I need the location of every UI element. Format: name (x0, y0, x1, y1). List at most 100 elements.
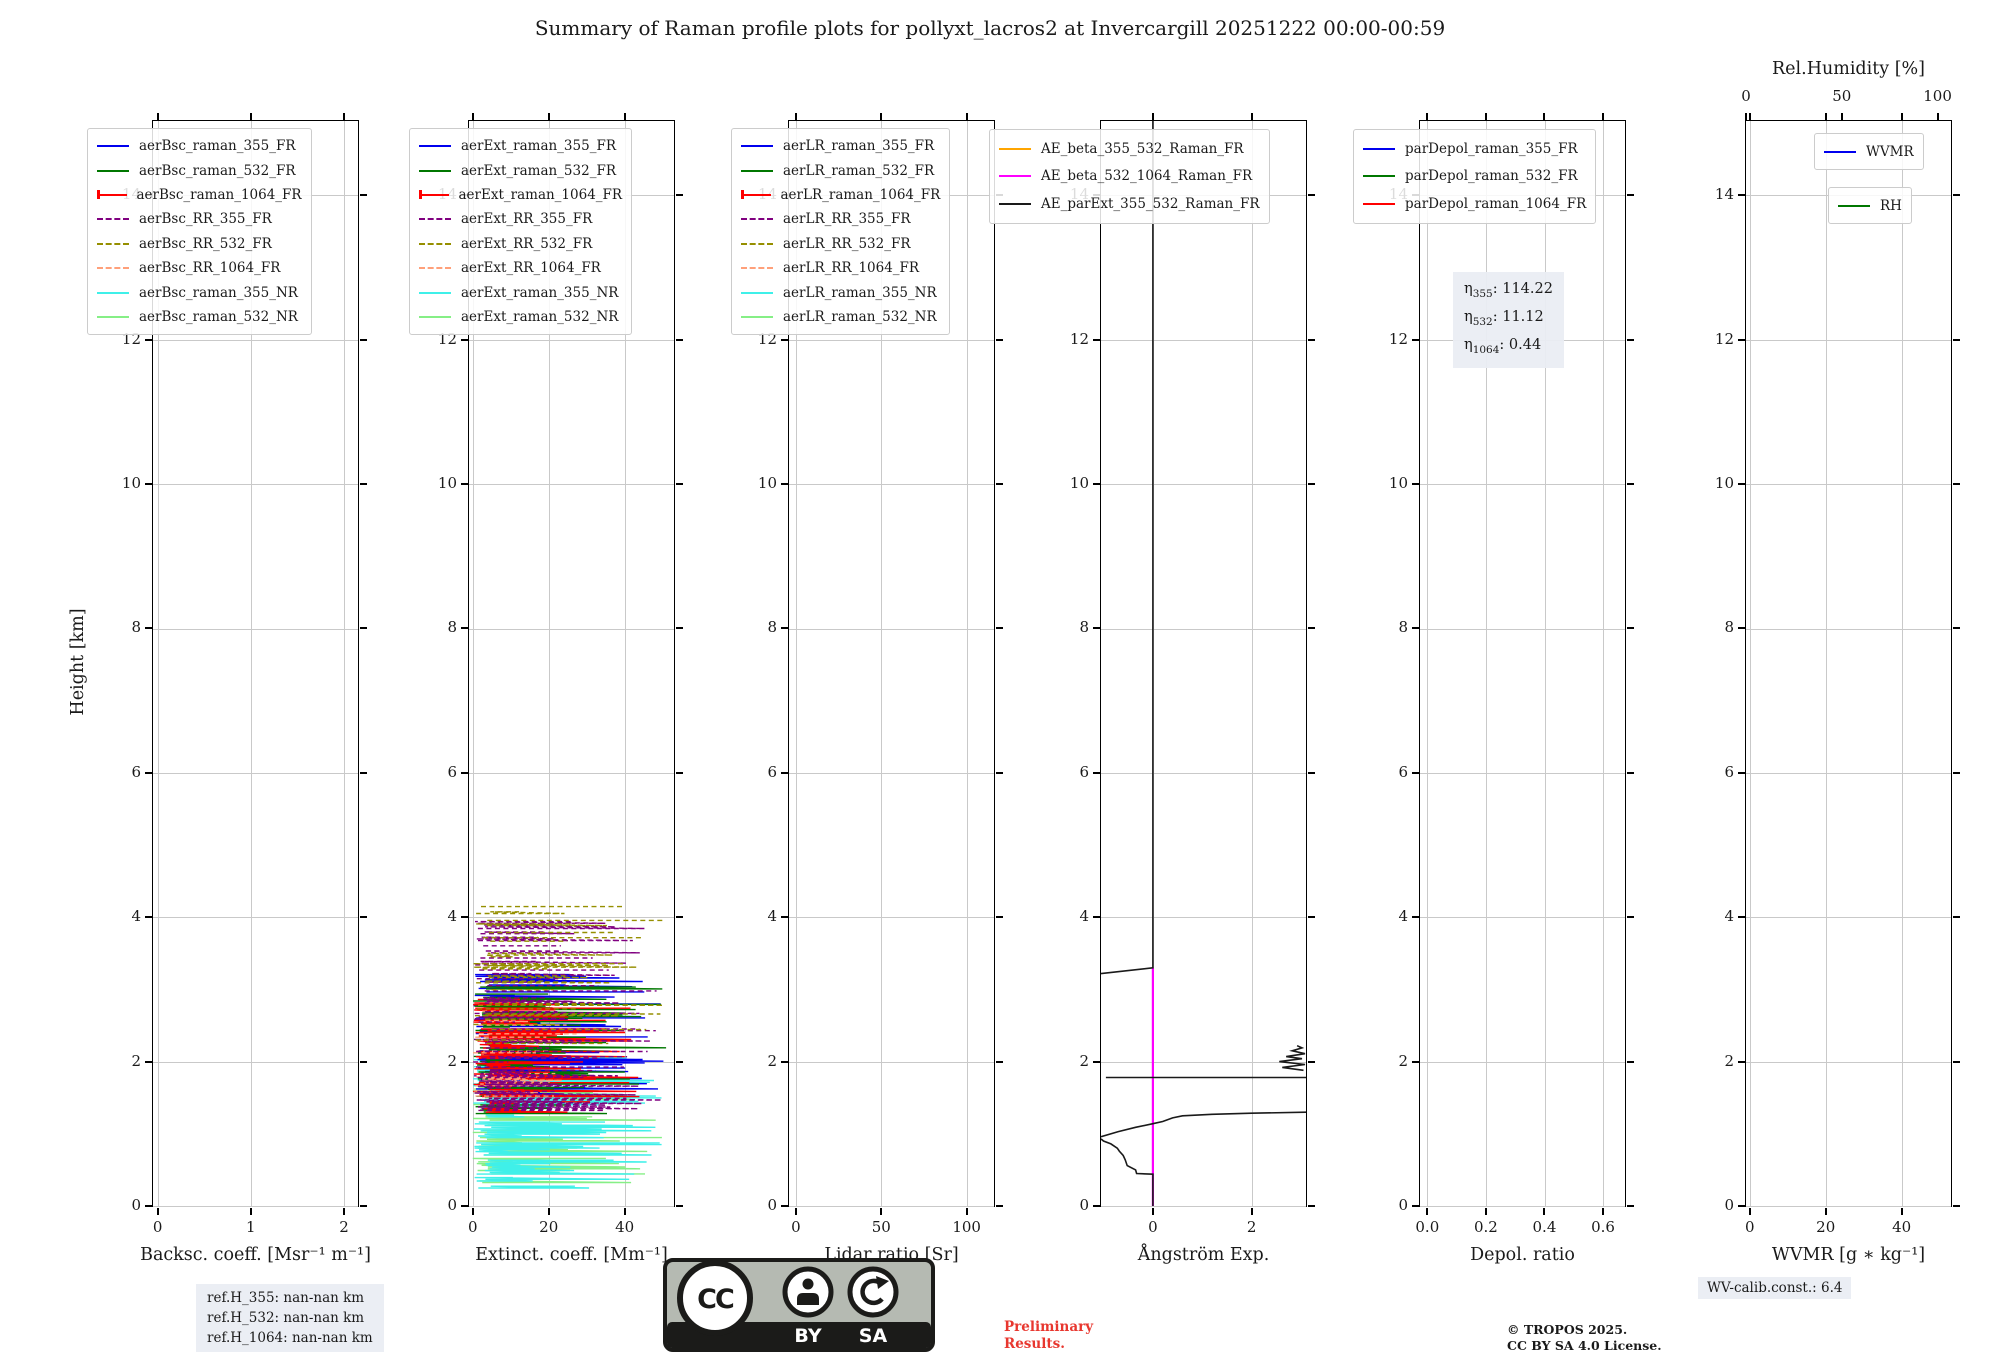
y-tick-label: 4 (767, 907, 777, 926)
gridline-horizontal (1101, 772, 1306, 774)
x-tick-mark (1151, 1207, 1154, 1215)
y-tick-label: 4 (131, 907, 141, 926)
gridline-vertical (1603, 121, 1604, 1206)
y-tick-label: 0 (447, 1196, 457, 1214)
gridline-horizontal (1746, 772, 1951, 774)
x-tick-mark (1250, 112, 1253, 120)
y-tick-mark (1952, 771, 1960, 774)
legend-line-sample-icon (1363, 147, 1395, 150)
gridline-horizontal (1420, 1206, 1625, 1207)
legend-line-sample-icon (741, 193, 771, 196)
legend-lidar_ratio: aerLR_raman_355_FR aerLR_raman_532_FR aerL… (731, 128, 951, 336)
gridline-horizontal (1746, 917, 1951, 919)
gridline-horizontal (1101, 628, 1306, 630)
x-tick-mark (249, 1207, 252, 1215)
gridline-horizontal (1746, 1061, 1951, 1063)
legend-line-sample-icon (419, 291, 451, 294)
panel-backscatter: 02468101214012Backsc. coeff. [Msr⁻¹ m⁻¹]… (87, 112, 371, 1265)
legend-line-sample-icon (97, 291, 129, 294)
x-tick-mark (343, 1207, 346, 1215)
y-tick-mark (1307, 338, 1315, 341)
gridline-vertical (344, 121, 345, 1206)
gridline-vertical (1251, 121, 1253, 1206)
legend-entry: aerLR_raman_355_NR (741, 280, 940, 304)
x-tick-label: 0.2 (1473, 1218, 1498, 1236)
y-tick-mark (1626, 483, 1634, 486)
y-tick-mark (359, 483, 367, 486)
y-tick-mark (460, 1060, 468, 1063)
gridline-vertical (548, 121, 550, 1206)
credit-line-1: © TROPOS 2025. (1507, 1322, 1628, 1337)
legend-wvmr: WVMR (1814, 133, 1924, 170)
x-tick-label: 0.4 (1532, 1218, 1557, 1236)
legend-entry: AE_beta_532_1064_Raman_FR (999, 163, 1260, 191)
legend-extinction: aerExt_raman_355_FR aerExt_raman_532_FR ae… (409, 128, 633, 336)
y-tick-label: 4 (447, 907, 457, 926)
x-tick-mark (880, 1207, 883, 1215)
x-tick-label: 20 (1816, 1218, 1836, 1236)
top-tick-label: 100 (1923, 87, 1952, 105)
y-tick-label: 8 (1079, 618, 1089, 637)
legend-entry: aerLR_raman_355_FR (741, 134, 940, 158)
legend-entry: aerExt_raman_532_NR (419, 305, 622, 329)
y-tick-mark (675, 771, 683, 774)
y-tick-mark (1626, 1205, 1634, 1207)
y-tick-label: 10 (1714, 474, 1734, 493)
legend-entry: AE_beta_355_532_Raman_FR (999, 135, 1260, 163)
y-tick-label: 12 (1714, 329, 1734, 348)
legend-entry: aerBsc_raman_532_FR (97, 158, 302, 182)
legend-line-sample-icon (741, 267, 773, 270)
x-tick-label: 2 (1246, 1218, 1257, 1236)
legend-entry: aerExt_raman_355_FR (419, 134, 622, 158)
y-tick-mark (1626, 771, 1634, 774)
y-tick-mark (780, 627, 788, 630)
y-tick-mark (1092, 771, 1100, 774)
gridline-horizontal (153, 1061, 358, 1063)
y-tick-mark (995, 338, 1003, 341)
top-tick-mark (1936, 112, 1939, 120)
x-tick-mark (623, 112, 626, 120)
ref-height-line: ref.H_532: nan-nan km (207, 1310, 365, 1326)
legend-label: AE_parExt_355_532_Raman_FR (1041, 195, 1260, 212)
gridline-vertical (795, 121, 797, 1206)
y-tick-label: 0 (1724, 1196, 1734, 1214)
x-tick-mark (1824, 1207, 1827, 1215)
legend-label: aerExt_RR_1064_FR (461, 260, 601, 277)
gridline-horizontal (1101, 1206, 1306, 1207)
legend-line-sample-icon (97, 315, 129, 318)
y-tick-mark (1307, 1060, 1315, 1063)
y-tick-mark (780, 1205, 788, 1207)
x-tick-label: 0.0 (1415, 1218, 1440, 1236)
legend-label: WVMR (1866, 143, 1914, 160)
y-tick-mark (675, 1060, 683, 1063)
legend-angstrom: AE_beta_355_532_Raman_FR AE_beta_532_1064… (989, 129, 1270, 224)
y-tick-label: 6 (1079, 762, 1089, 781)
legend-line-sample-icon (741, 242, 773, 245)
cc-circle-icon (677, 1260, 753, 1336)
legend-entry: parDepol_raman_355_FR (1363, 135, 1586, 163)
y-tick-label: 0 (767, 1196, 777, 1214)
gridline-horizontal (153, 917, 358, 919)
gridline-horizontal (1101, 1061, 1306, 1063)
gridline-horizontal (1101, 917, 1306, 919)
y-tick-mark (359, 771, 367, 774)
legend-line-sample-icon (419, 145, 451, 148)
legend-label: aerExt_RR_355_FR (461, 211, 593, 228)
y-tick-mark (144, 338, 152, 341)
y-tick-mark (144, 771, 152, 774)
x-tick-mark (1484, 112, 1487, 120)
eta-value: η532: 11.12 (1464, 308, 1544, 328)
legend-entry: aerBsc_RR_355_FR (97, 207, 302, 231)
y-tick-label: 10 (1388, 474, 1408, 493)
y-tick-mark (1952, 194, 1960, 197)
gridline-horizontal (1420, 484, 1625, 486)
x-tick-mark (880, 112, 883, 120)
gridline-vertical (1485, 121, 1487, 1206)
y-tick-mark (1411, 1060, 1419, 1063)
legend-label: aerExt_RR_532_FR (461, 235, 593, 252)
y-tick-mark (1737, 1205, 1745, 1207)
y-tick-mark (1411, 338, 1419, 341)
eta-annotation: η355: 114.22 η532: 11.12 η1064: 0.44 (1453, 272, 1564, 368)
y-tick-mark (780, 771, 788, 774)
